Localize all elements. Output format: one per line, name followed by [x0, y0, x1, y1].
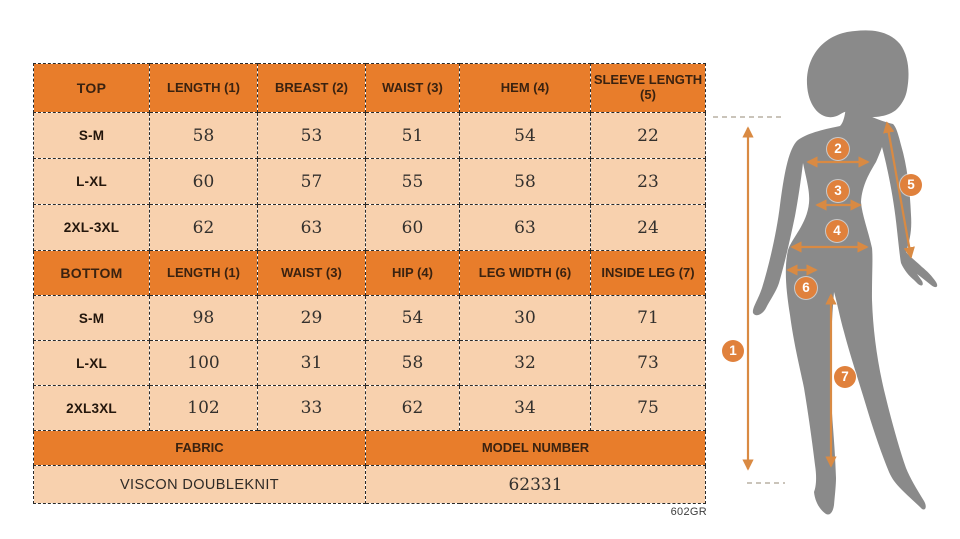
value-cell: 22: [590, 112, 706, 159]
header-cell: HIP (4): [365, 250, 460, 296]
table-row: L-XL 100 31 58 32 73: [33, 340, 706, 386]
value-cell: 60: [365, 204, 460, 251]
value-cell: 102: [149, 385, 258, 431]
measure-marker-3: 3: [827, 180, 849, 202]
header-cell: TOP: [33, 63, 150, 113]
model-header-cell: MODEL NUMBER: [365, 430, 706, 466]
value-cell: 29: [257, 295, 366, 341]
value-cell: 63: [257, 204, 366, 251]
size-label-cell: S-M: [33, 112, 150, 159]
top-header-row: TOP LENGTH (1) BREAST (2) WAIST (3) HEM …: [33, 63, 706, 113]
header-cell: INSIDE LEG (7): [590, 250, 706, 296]
value-cell: 33: [257, 385, 366, 431]
header-cell: WAIST (3): [257, 250, 366, 296]
measure-marker-1: 1: [722, 340, 744, 362]
size-label-cell: L-XL: [33, 158, 150, 205]
header-cell: HEM (4): [459, 63, 591, 113]
value-cell: 23: [590, 158, 706, 205]
measurement-diagram: [700, 0, 960, 539]
size-label-cell: S-M: [33, 295, 150, 341]
header-cell: LENGTH (1): [149, 63, 258, 113]
value-cell: 58: [149, 112, 258, 159]
model-value-cell: 62331: [365, 465, 706, 504]
fabric-value-cell: VISCON DOUBLEKNIT: [33, 465, 366, 504]
value-cell: 24: [590, 204, 706, 251]
fabric-header-cell: FABRIC: [33, 430, 366, 466]
style-code: 602GR: [670, 506, 707, 518]
table-row: S-M 58 53 51 54 22: [33, 112, 706, 159]
size-label-cell: 2XL3XL: [33, 385, 150, 431]
value-cell: 75: [590, 385, 706, 431]
woman-silhouette: [752, 30, 938, 515]
measure-marker-6: 6: [795, 277, 817, 299]
value-cell: 60: [149, 158, 258, 205]
table-row: S-M 98 29 54 30 71: [33, 295, 706, 341]
value-cell: 51: [365, 112, 460, 159]
value-cell: 31: [257, 340, 366, 386]
table-row: 2XL-3XL 62 63 60 63 24: [33, 204, 706, 251]
info-value-row: VISCON DOUBLEKNIT 62331: [33, 465, 706, 504]
header-cell: LENGTH (1): [149, 250, 258, 296]
value-cell: 54: [459, 112, 591, 159]
header-cell: BOTTOM: [33, 250, 150, 296]
value-cell: 53: [257, 112, 366, 159]
header-cell: BREAST (2): [257, 63, 366, 113]
value-cell: 54: [365, 295, 460, 341]
value-cell: 73: [590, 340, 706, 386]
value-cell: 71: [590, 295, 706, 341]
header-cell: WAIST (3): [365, 63, 460, 113]
measurement-diagram-svg: [713, 30, 938, 515]
size-chart-table: TOP LENGTH (1) BREAST (2) WAIST (3) HEM …: [33, 63, 706, 504]
value-cell: 100: [149, 340, 258, 386]
info-header-row: FABRIC MODEL NUMBER: [33, 430, 706, 466]
value-cell: 62: [365, 385, 460, 431]
measure-marker-2: 2: [827, 138, 849, 160]
value-cell: 34: [459, 385, 591, 431]
measure-marker-4: 4: [826, 220, 848, 242]
bottom-header-row: BOTTOM LENGTH (1) WAIST (3) HIP (4) LEG …: [33, 250, 706, 296]
table-row: L-XL 60 57 55 58 23: [33, 158, 706, 205]
arrow-sleeve-5: [883, 121, 915, 259]
table-row: 2XL3XL 102 33 62 34 75: [33, 385, 706, 431]
value-cell: 63: [459, 204, 591, 251]
value-cell: 32: [459, 340, 591, 386]
measure-marker-7: 7: [834, 366, 856, 388]
value-cell: 30: [459, 295, 591, 341]
size-label-cell: 2XL-3XL: [33, 204, 150, 251]
value-cell: 98: [149, 295, 258, 341]
size-label-cell: L-XL: [33, 340, 150, 386]
value-cell: 58: [365, 340, 460, 386]
header-cell: SLEEVE LENGTH (5): [590, 63, 706, 113]
measure-marker-5: 5: [900, 174, 922, 196]
value-cell: 58: [459, 158, 591, 205]
value-cell: 57: [257, 158, 366, 205]
value-cell: 55: [365, 158, 460, 205]
header-cell: LEG WIDTH (6): [459, 250, 591, 296]
value-cell: 62: [149, 204, 258, 251]
